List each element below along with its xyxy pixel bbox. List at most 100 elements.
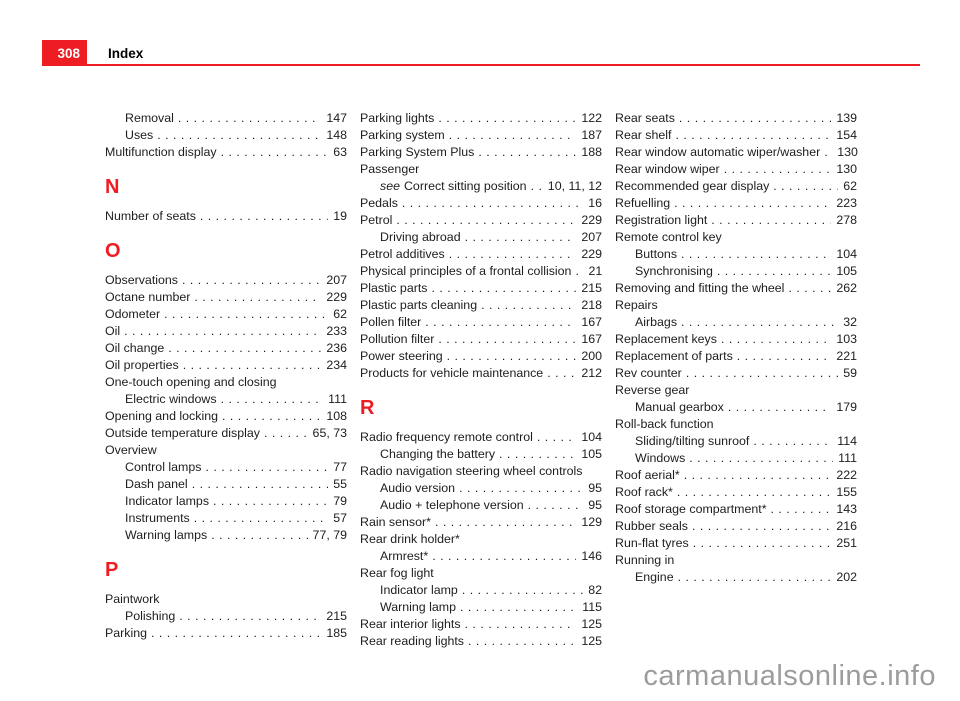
index-entry: Radio navigation steering wheel controls bbox=[360, 463, 602, 480]
entry-label: Rear reading lights bbox=[360, 634, 465, 648]
index-entry: Rear interior lights 125 bbox=[360, 616, 602, 633]
entry-label: Replacement of parts bbox=[615, 349, 733, 363]
dot-leader bbox=[724, 399, 831, 416]
entry-label: Registration light bbox=[615, 213, 708, 227]
section-letter: P bbox=[105, 559, 119, 581]
index-entry: Roll-back function bbox=[615, 416, 857, 433]
index-entry: Indicator lamps 79 bbox=[105, 493, 347, 510]
dot-leader bbox=[160, 306, 328, 323]
entry-label: Physical principles of a frontal collisi… bbox=[360, 264, 572, 278]
dot-leader bbox=[680, 467, 832, 484]
page-ref: 215 bbox=[581, 281, 602, 295]
entry-label: Polishing bbox=[125, 609, 176, 623]
page-number-badge: 308 bbox=[42, 40, 87, 66]
page-ref: 10, 11, 12 bbox=[547, 179, 602, 193]
dot-leader bbox=[421, 314, 576, 331]
dot-leader bbox=[207, 527, 307, 544]
page-ref: 57 bbox=[333, 511, 347, 525]
page-ref: 129 bbox=[581, 515, 602, 529]
entry-label: Driving abroad bbox=[380, 230, 461, 244]
index-entry: Products for vehicle maintenance 212 bbox=[360, 365, 602, 382]
index-entry: Warning lamp 115 bbox=[360, 599, 602, 616]
index-entry: Odometer 62 bbox=[105, 306, 347, 323]
index-entry: Observations 207 bbox=[105, 272, 347, 289]
dot-leader bbox=[175, 608, 321, 625]
entry-label: Petrol additives bbox=[360, 247, 445, 261]
entry-label: Rev counter bbox=[615, 366, 682, 380]
index-entry: Registration light 278 bbox=[615, 212, 857, 229]
index-entry: Refuelling 223 bbox=[615, 195, 857, 212]
page-ref: 139 bbox=[836, 111, 857, 125]
page-ref: 233 bbox=[326, 324, 347, 338]
dot-leader bbox=[533, 429, 576, 446]
index-entry: Rear reading lights 125 bbox=[360, 633, 602, 650]
page-ref: 229 bbox=[581, 247, 602, 261]
index-entry: Airbags 32 bbox=[615, 314, 857, 331]
index-entry: Pollen filter 167 bbox=[360, 314, 602, 331]
page-ref: 21 bbox=[588, 264, 603, 278]
dot-leader bbox=[190, 289, 321, 306]
watermark: carmanualsonline.info bbox=[643, 660, 936, 692]
dot-leader bbox=[431, 514, 576, 531]
index-entry: Plastic parts 215 bbox=[360, 280, 602, 297]
index-entry: Replacement of parts 221 bbox=[615, 348, 857, 365]
index-entry: Radio frequency remote control 104 bbox=[360, 429, 602, 446]
entry-label: Oil change bbox=[105, 341, 165, 355]
dot-leader bbox=[677, 314, 838, 331]
index-entry: Rear drink holder* bbox=[360, 531, 602, 548]
page-ref: 234 bbox=[326, 358, 347, 372]
entry-label: Repairs bbox=[615, 298, 658, 312]
page-ref: 55 bbox=[333, 477, 347, 491]
entry-label: Outside temperature display bbox=[105, 426, 260, 440]
entry-label: Pollution filter bbox=[360, 332, 435, 346]
page-ref: 79 bbox=[333, 494, 347, 508]
index-entry: Rev counter 59 bbox=[615, 365, 857, 382]
index-entry: Rear shelf 154 bbox=[615, 127, 857, 144]
dot-leader bbox=[445, 127, 577, 144]
dot-leader bbox=[733, 348, 832, 365]
page-ref: 108 bbox=[326, 409, 347, 423]
entry-label: Electric windows bbox=[125, 392, 217, 406]
page-ref: 236 bbox=[326, 341, 347, 355]
index-entry: Multifunction display 63 bbox=[105, 144, 347, 161]
index-entry: Changing the battery 105 bbox=[360, 446, 602, 463]
dot-leader bbox=[720, 161, 832, 178]
page-ref: 32 bbox=[843, 315, 857, 329]
page-ref: 105 bbox=[581, 447, 602, 461]
dot-leader bbox=[461, 616, 577, 633]
index-entry: Remote control key bbox=[615, 229, 857, 246]
index-entry: Pedals 16 bbox=[360, 195, 602, 212]
page-ref: 77, 79 bbox=[312, 528, 347, 542]
dot-leader bbox=[685, 450, 833, 467]
dot-leader bbox=[670, 195, 831, 212]
page-ref: 104 bbox=[836, 247, 857, 261]
entry-label: Refuelling bbox=[615, 196, 671, 210]
index-entry: Rear seats 139 bbox=[615, 110, 857, 127]
page-ref: 212 bbox=[581, 366, 602, 380]
dot-leader bbox=[464, 633, 576, 650]
index-entry: Engine 202 bbox=[615, 569, 857, 586]
page-ref: 278 bbox=[836, 213, 857, 227]
dot-leader bbox=[445, 246, 577, 263]
entry-label: Pedals bbox=[360, 196, 398, 210]
dot-leader bbox=[477, 297, 576, 314]
dot-leader bbox=[427, 280, 576, 297]
index-entry: Warning lamps 77, 79 bbox=[105, 527, 347, 544]
page-ref: 105 bbox=[836, 264, 857, 278]
index-entry: Rubber seals 216 bbox=[615, 518, 857, 535]
page-ref: 215 bbox=[326, 609, 347, 623]
entry-label: Correct sitting position bbox=[403, 179, 527, 193]
page-ref: 207 bbox=[326, 273, 347, 287]
index-entry: Run-flat tyres 251 bbox=[615, 535, 857, 552]
index-entry: Paintwork bbox=[105, 591, 347, 608]
index-entry: Dash panel 55 bbox=[105, 476, 347, 493]
page-ref: 19 bbox=[333, 209, 347, 223]
dot-leader bbox=[671, 127, 831, 144]
index-entry: Manual gearbox 179 bbox=[615, 399, 857, 416]
entry-label: Rear window wiper bbox=[615, 162, 720, 176]
entry-label: Observations bbox=[105, 273, 179, 287]
entry-label: Roof rack* bbox=[615, 485, 673, 499]
index-entry: Outside temperature display 65, 73 bbox=[105, 425, 347, 442]
dot-leader bbox=[209, 493, 328, 510]
see-prefix: see bbox=[380, 179, 400, 193]
